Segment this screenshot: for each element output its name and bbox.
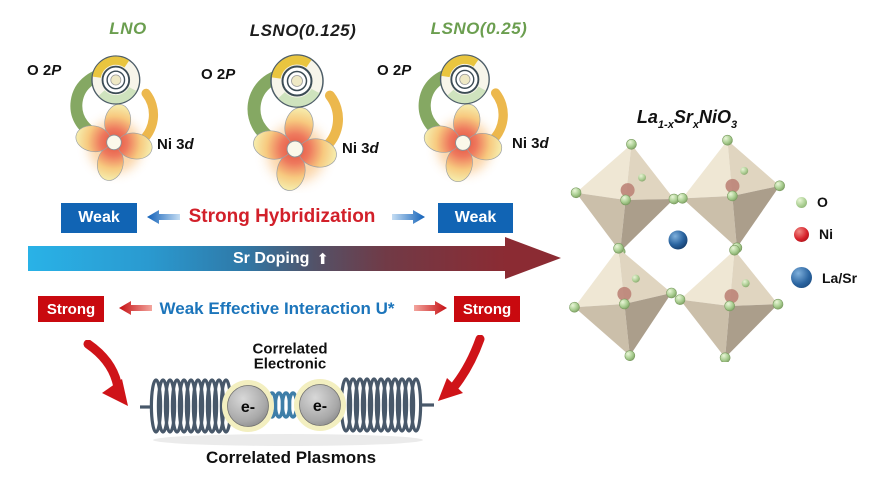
o2p-label-lsno025: O 2P (377, 62, 412, 79)
arrow-left-red-icon (119, 301, 152, 315)
formula-label: La1-xSrxNiO3 (636, 107, 738, 131)
ni-sphere-icon (794, 226, 809, 242)
octahedron (669, 240, 789, 362)
legend-label-o: O (817, 194, 828, 210)
correlated-caption-line2: Electronic (253, 355, 327, 373)
ni3d-label-lno: Ni 3d (157, 136, 194, 153)
orbital-diagram-lno (58, 42, 170, 184)
ni3d-label-lsno0125: Ni 3d (342, 140, 379, 157)
legend-item-ni: Ni (794, 226, 833, 242)
o-sphere-icon (796, 196, 807, 208)
o2p-label-lsno0125: O 2P (201, 66, 236, 83)
electron-ball-right: e- (294, 379, 346, 431)
sr-doping-arrow: Sr Doping ⬆ (28, 246, 506, 271)
strong-box-right: Strong (454, 296, 520, 322)
ni3d-label-lsno025: Ni 3d (512, 135, 549, 152)
la-sr-sphere (668, 230, 688, 250)
electron-label-right: e- (313, 398, 327, 415)
la-sr-sphere-icon (791, 267, 812, 288)
legend-item-o: O (796, 194, 828, 210)
sr-doping-label: Sr Doping (232, 249, 310, 267)
legend-item-lasr: La/Sr (791, 267, 857, 288)
correlated-plasmons-illustration: e- e- (140, 377, 434, 446)
orbital-diagram-lsno025 (406, 41, 520, 185)
legend-label-ni: Ni (819, 226, 833, 242)
panel-title-lsno0125: LSNO(0.125) (249, 21, 357, 40)
octahedron (564, 134, 685, 263)
orbital-diagram-lsno0125 (231, 41, 359, 193)
arrow-left-blue-icon (147, 210, 180, 224)
weak-box-right: Weak (438, 203, 513, 233)
correlated-plasmons-label: Correlated Plasmons (205, 448, 377, 467)
strong-box-left: Strong (38, 296, 104, 322)
weak-effective-interaction-label: Weak Effective Interaction U* (159, 299, 395, 318)
arrow-right-blue-icon (392, 210, 425, 224)
o2p-label-lno: O 2P (27, 62, 62, 79)
arrow-right-red-icon (414, 301, 447, 315)
curved-arrow-right-icon (438, 335, 485, 401)
electron-ball-left: e- (222, 380, 274, 432)
legend-label-lasr: La/Sr (822, 269, 858, 286)
weak-box-left: Weak (61, 203, 137, 233)
panel-title-lsno025: LSNO(0.25) (430, 19, 528, 38)
strong-hybridization-label: Strong Hybridization (188, 206, 376, 227)
spring-right-icon (339, 377, 434, 433)
panel-title-lno: LNO (109, 19, 147, 38)
sr-doping-arrowhead (505, 237, 561, 279)
spring-left-icon (140, 378, 233, 434)
electron-label-left: e- (241, 399, 255, 416)
octahedron (563, 237, 684, 362)
correlated-caption-line1: Correlated (252, 340, 328, 358)
crystal-structure (563, 134, 791, 362)
curved-arrow-left-icon (83, 340, 128, 406)
octahedron (671, 134, 791, 258)
up-arrow-icon: ⬆ (316, 250, 329, 268)
